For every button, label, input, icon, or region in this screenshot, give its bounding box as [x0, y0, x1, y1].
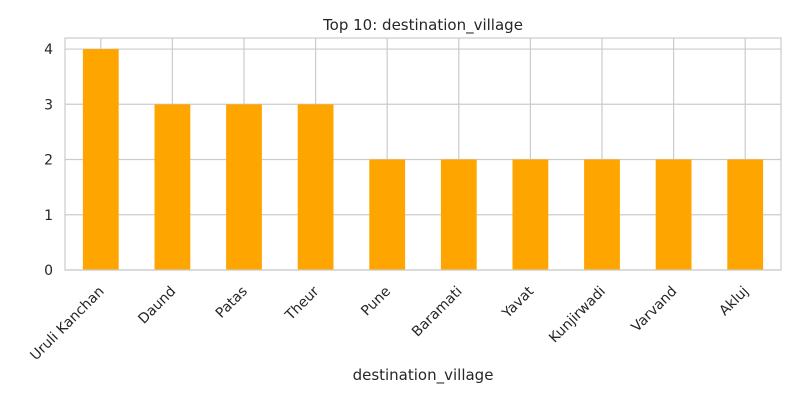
chart-title: Top 10: destination_village	[322, 16, 523, 35]
bar	[154, 104, 191, 271]
x-tick-label: Kunjirwadi	[546, 284, 609, 347]
y-tick-label: 0	[44, 263, 53, 279]
x-tick-label: Baramati	[409, 284, 466, 341]
bar	[297, 104, 334, 271]
x-tick-label: Pune	[358, 284, 394, 320]
y-tick-label: 3	[44, 97, 53, 113]
y-tick-label: 1	[44, 208, 53, 224]
bar	[440, 159, 477, 270]
x-tick-label: Uruli Kanchan	[27, 284, 107, 364]
x-tick-label: Akluj	[716, 284, 752, 320]
y-tick-label: 2	[44, 153, 53, 169]
x-tick-label: Patas	[213, 284, 251, 322]
y-tick-labels: 0 1 2 3 4	[44, 42, 53, 279]
y-tick-label: 4	[44, 42, 53, 58]
x-tick-labels: Uruli Kanchan Daund Patas Theur Pune Baramati…	[27, 283, 752, 364]
plot-frame	[64, 37, 782, 271]
x-axis-label: destination_village	[353, 366, 494, 385]
bar	[584, 159, 620, 270]
bar	[226, 104, 262, 271]
bars	[82, 49, 764, 271]
bar	[727, 159, 764, 270]
bar	[82, 49, 119, 270]
x-tick-label: Daund	[135, 284, 179, 328]
bar	[369, 159, 406, 270]
bar	[512, 159, 549, 270]
bar	[655, 159, 692, 270]
x-tick-label: Varvand	[628, 284, 680, 336]
x-tick-label: Yavat	[499, 283, 538, 322]
x-tick-label: Theur	[282, 283, 323, 324]
